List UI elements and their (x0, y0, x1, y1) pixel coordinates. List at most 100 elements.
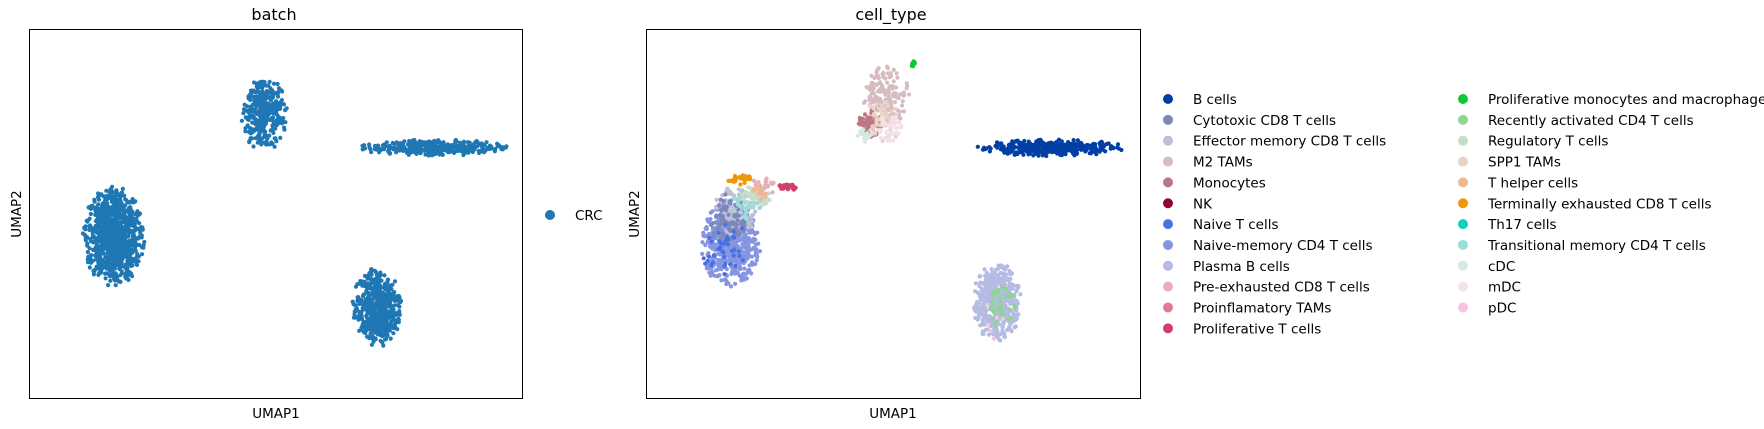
data-point (132, 228, 137, 233)
cluster-naive-t-cells (701, 222, 745, 277)
data-point (91, 268, 96, 273)
data-point (273, 136, 278, 141)
data-point (717, 260, 723, 266)
data-point (892, 94, 897, 99)
legend-label: Effector memory CD8 T cells (1193, 134, 1386, 150)
legend-marker (1458, 114, 1468, 125)
data-point (270, 115, 276, 120)
legend-item-spp1-tams: SPP1 TAMs (1458, 155, 1561, 171)
data-point (1110, 145, 1115, 150)
data-point (259, 103, 264, 108)
data-point (103, 276, 108, 281)
data-point (369, 267, 374, 272)
data-point (375, 312, 381, 317)
data-point (895, 75, 900, 80)
data-point (460, 149, 465, 154)
data-point (272, 91, 277, 96)
data-point (392, 303, 397, 308)
data-point (133, 248, 138, 253)
data-point (703, 243, 708, 248)
data-point (91, 205, 96, 210)
data-point (362, 143, 367, 148)
data-point (368, 333, 373, 339)
legend-label: Naive-memory CD4 T cells (1193, 238, 1373, 254)
data-point (1008, 307, 1013, 312)
data-point (1115, 145, 1120, 150)
data-point (1071, 138, 1076, 143)
data-point (1008, 276, 1013, 282)
cluster-crc (360, 137, 509, 158)
legend-label: Pre-exhausted CD8 T cells (1193, 280, 1370, 296)
data-point (252, 116, 257, 121)
data-point (115, 191, 120, 197)
data-point (1010, 293, 1016, 298)
data-point (387, 143, 392, 148)
data-point (747, 263, 752, 268)
data-point (994, 331, 999, 337)
data-point (988, 306, 993, 311)
legend-label: SPP1 TAMs (1488, 155, 1561, 171)
data-point (373, 336, 378, 341)
data-point (130, 233, 135, 238)
data-point (911, 60, 916, 65)
data-point (386, 292, 391, 297)
data-point (874, 122, 880, 127)
data-point (993, 289, 999, 294)
data-point (85, 250, 90, 255)
batch-title: batch (251, 5, 296, 24)
data-point (257, 131, 262, 136)
data-point (737, 261, 742, 266)
data-point (106, 234, 111, 239)
data-point (279, 121, 284, 126)
data-point (751, 205, 756, 210)
cluster-cdc (855, 127, 875, 144)
data-point (720, 249, 725, 254)
data-point (262, 100, 268, 105)
data-point (378, 283, 383, 288)
data-point (743, 205, 748, 210)
data-point (82, 225, 87, 230)
data-point (102, 211, 107, 216)
data-point (390, 140, 395, 146)
data-point (749, 192, 754, 197)
data-point (263, 141, 268, 146)
data-point (103, 225, 108, 230)
data-point (752, 179, 757, 184)
data-point (397, 144, 402, 149)
data-point (1021, 142, 1026, 147)
cell-type-ylabel: UMAP2 (627, 190, 643, 238)
data-point (716, 230, 721, 235)
data-point (98, 239, 103, 244)
data-point (133, 245, 138, 250)
data-point (777, 183, 783, 188)
legend-item-cdc: cDC (1458, 259, 1515, 275)
legend-label: Cytotoxic CD8 T cells (1193, 113, 1336, 129)
data-point (123, 271, 128, 276)
legend-label: CRC (575, 208, 603, 224)
data-point (1069, 149, 1074, 154)
cell-type-points (700, 59, 1124, 343)
data-point (986, 332, 992, 337)
data-point (360, 279, 365, 284)
data-point (894, 85, 899, 90)
data-point (722, 254, 727, 259)
legend-item-proliferative-t-cells: Proliferative T cells (1163, 321, 1321, 337)
legend-marker (1458, 177, 1468, 188)
data-point (126, 210, 131, 215)
data-point (85, 241, 90, 246)
data-point (371, 323, 376, 328)
data-point (1009, 316, 1014, 321)
data-point (983, 327, 989, 333)
data-point (461, 142, 466, 147)
data-point (87, 246, 92, 251)
data-point (393, 321, 398, 326)
data-point (1006, 319, 1012, 324)
data-point (382, 273, 387, 278)
data-point (865, 119, 870, 124)
data-point (981, 322, 986, 327)
data-point (734, 223, 739, 228)
data-point (123, 214, 128, 219)
legend-item-mdc: mDC (1458, 280, 1521, 296)
data-point (1081, 143, 1086, 148)
data-point (726, 242, 731, 247)
